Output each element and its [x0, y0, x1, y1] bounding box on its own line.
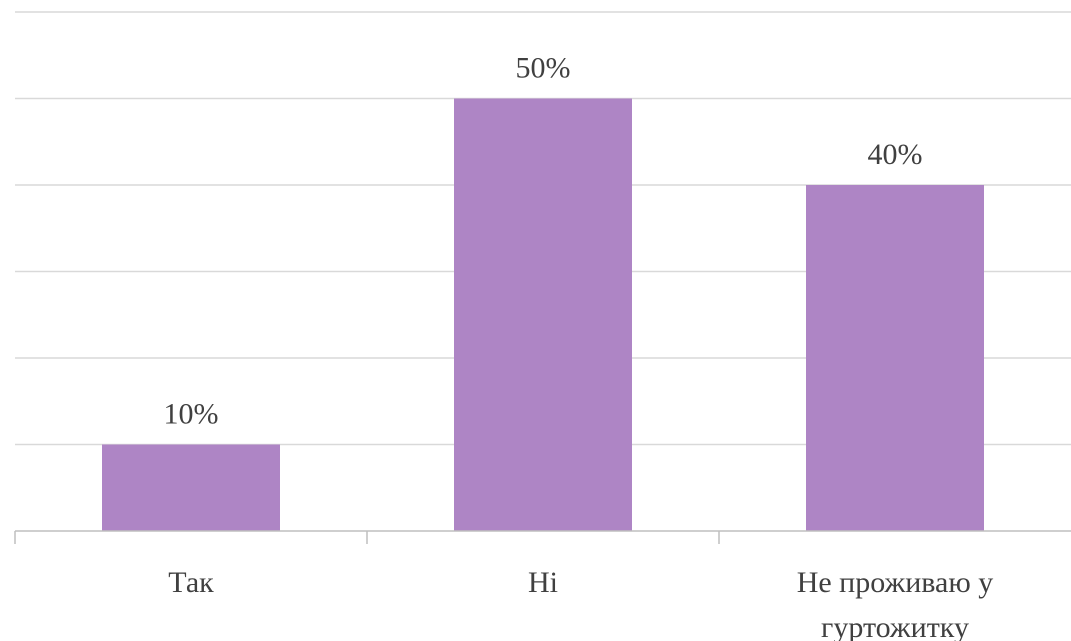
bar-3 — [806, 185, 984, 531]
category-label-2: Ні — [528, 566, 558, 599]
category-label-line: Так — [168, 566, 214, 599]
category-label-line: Не проживаю у — [797, 566, 994, 599]
category-label-line: гуртожитку — [821, 611, 969, 641]
category-label-3: Не проживаю у гуртожитку — [797, 566, 994, 641]
category-label-1: Так — [168, 566, 214, 599]
data-labels: 10% 50% 40% — [164, 52, 923, 431]
bars — [102, 98, 984, 531]
category-label-line: Ні — [528, 566, 558, 599]
category-labels: Так Ні Не проживаю у гуртожитку — [168, 566, 993, 641]
data-label-2: 50% — [516, 52, 571, 85]
x-axis — [14, 530, 1071, 544]
bar-2 — [454, 98, 632, 531]
data-label-3: 40% — [868, 138, 923, 171]
data-label-1: 10% — [164, 398, 219, 431]
bar-1 — [102, 444, 280, 531]
